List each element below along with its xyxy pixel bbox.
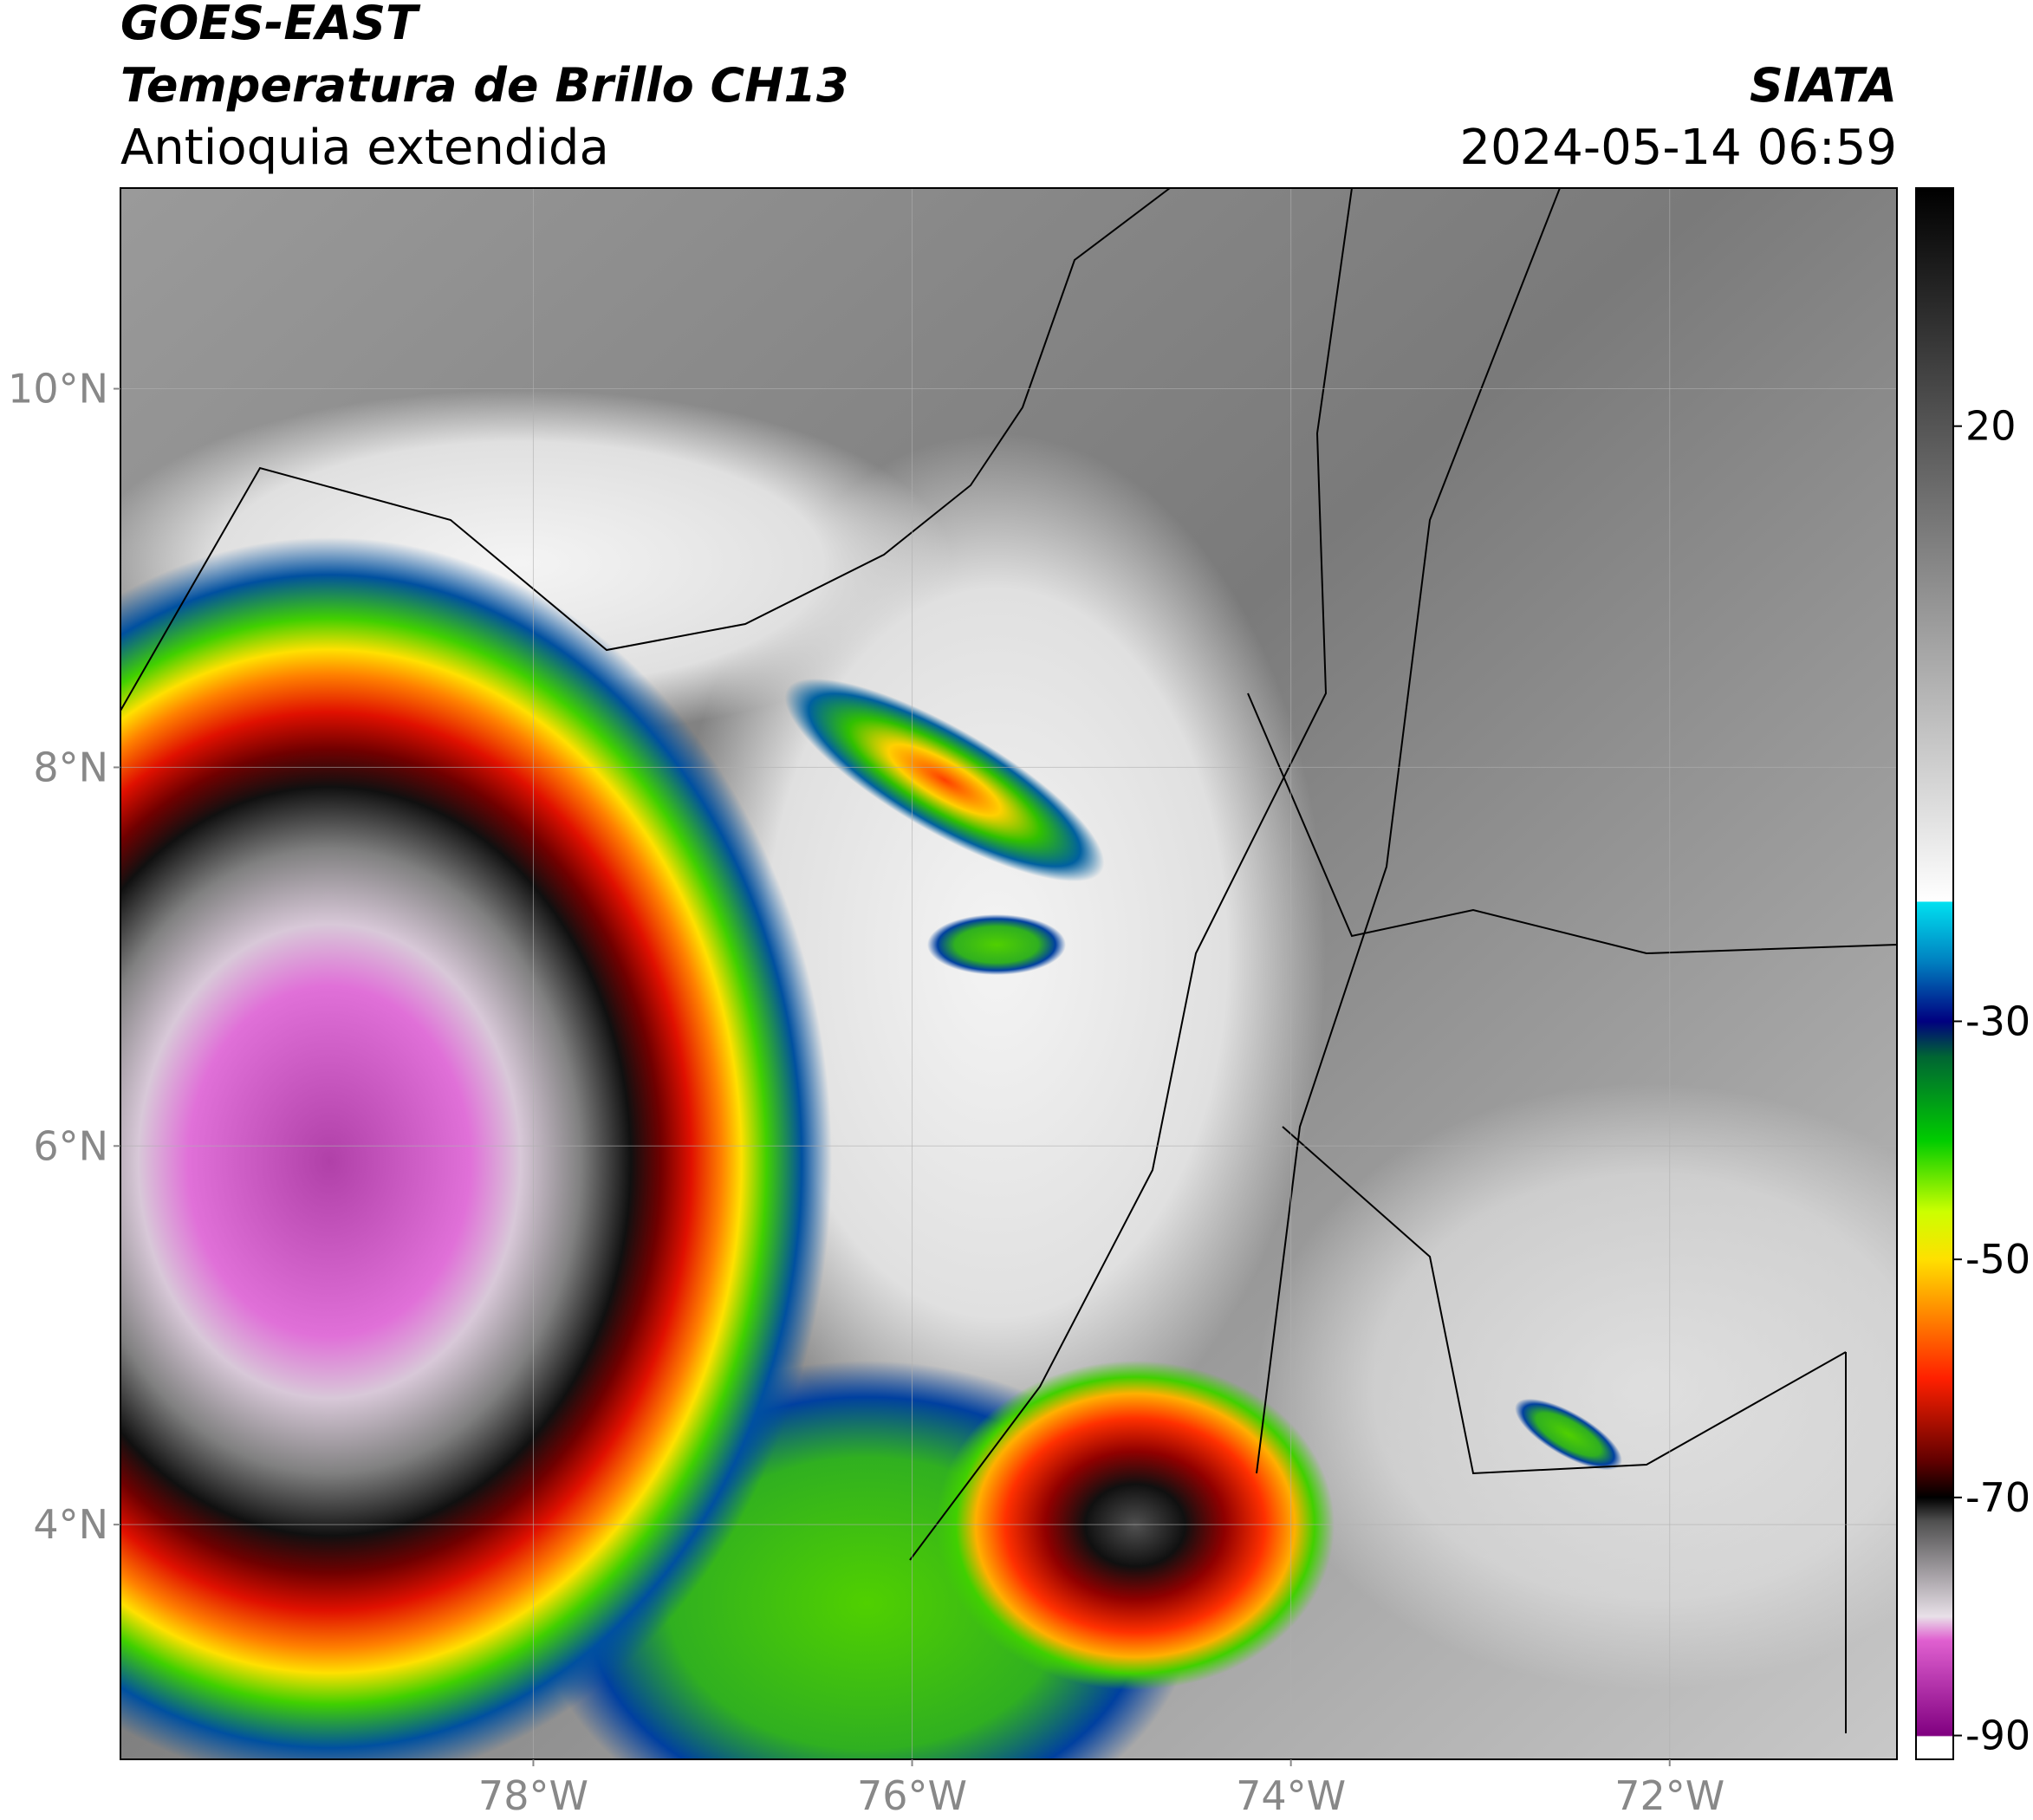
map-frame [120,187,1898,1760]
datetime-label: 2024-05-14 06:59 [1459,120,1897,176]
agency-label: SIATA [1750,58,1897,113]
convective-cell [1515,1398,1622,1471]
lat-tick-label: 10°N [8,366,108,413]
colorbar-tick-label: -90 [1965,1713,2030,1759]
satellite-title: GOES-EAST [120,0,421,50]
lon-tick-label: 74°W [1236,1772,1346,1819]
storm-system [120,537,832,1759]
colorbar-tick-label: -30 [1965,998,2030,1044]
lat-tick-label: 8°N [33,744,108,790]
colorbar-tick-label: -70 [1965,1474,2030,1521]
region-subtitle: Antioquia extendida [120,120,609,176]
storm-system [936,1361,1335,1690]
convective-band [784,678,1105,882]
lon-tick-label: 76°W [857,1772,967,1819]
colorbar-tick-label: -50 [1965,1236,2030,1283]
convective-cell [927,914,1066,975]
lat-tick-label: 6°N [33,1122,108,1169]
cloud-area [1257,1083,1897,1690]
lon-tick-label: 78°W [478,1772,588,1819]
colorbar [1915,187,1954,1760]
boundary-lines [120,188,1897,1733]
grid [120,188,1897,1759]
lon-tick-label: 72°W [1614,1772,1724,1819]
product-title: Temperatura de Brillo CH13 [120,58,849,113]
satellite-image [120,188,1897,1759]
colorbar-tick-label: 20 [1965,403,2017,450]
lat-tick-label: 4°N [33,1501,108,1548]
